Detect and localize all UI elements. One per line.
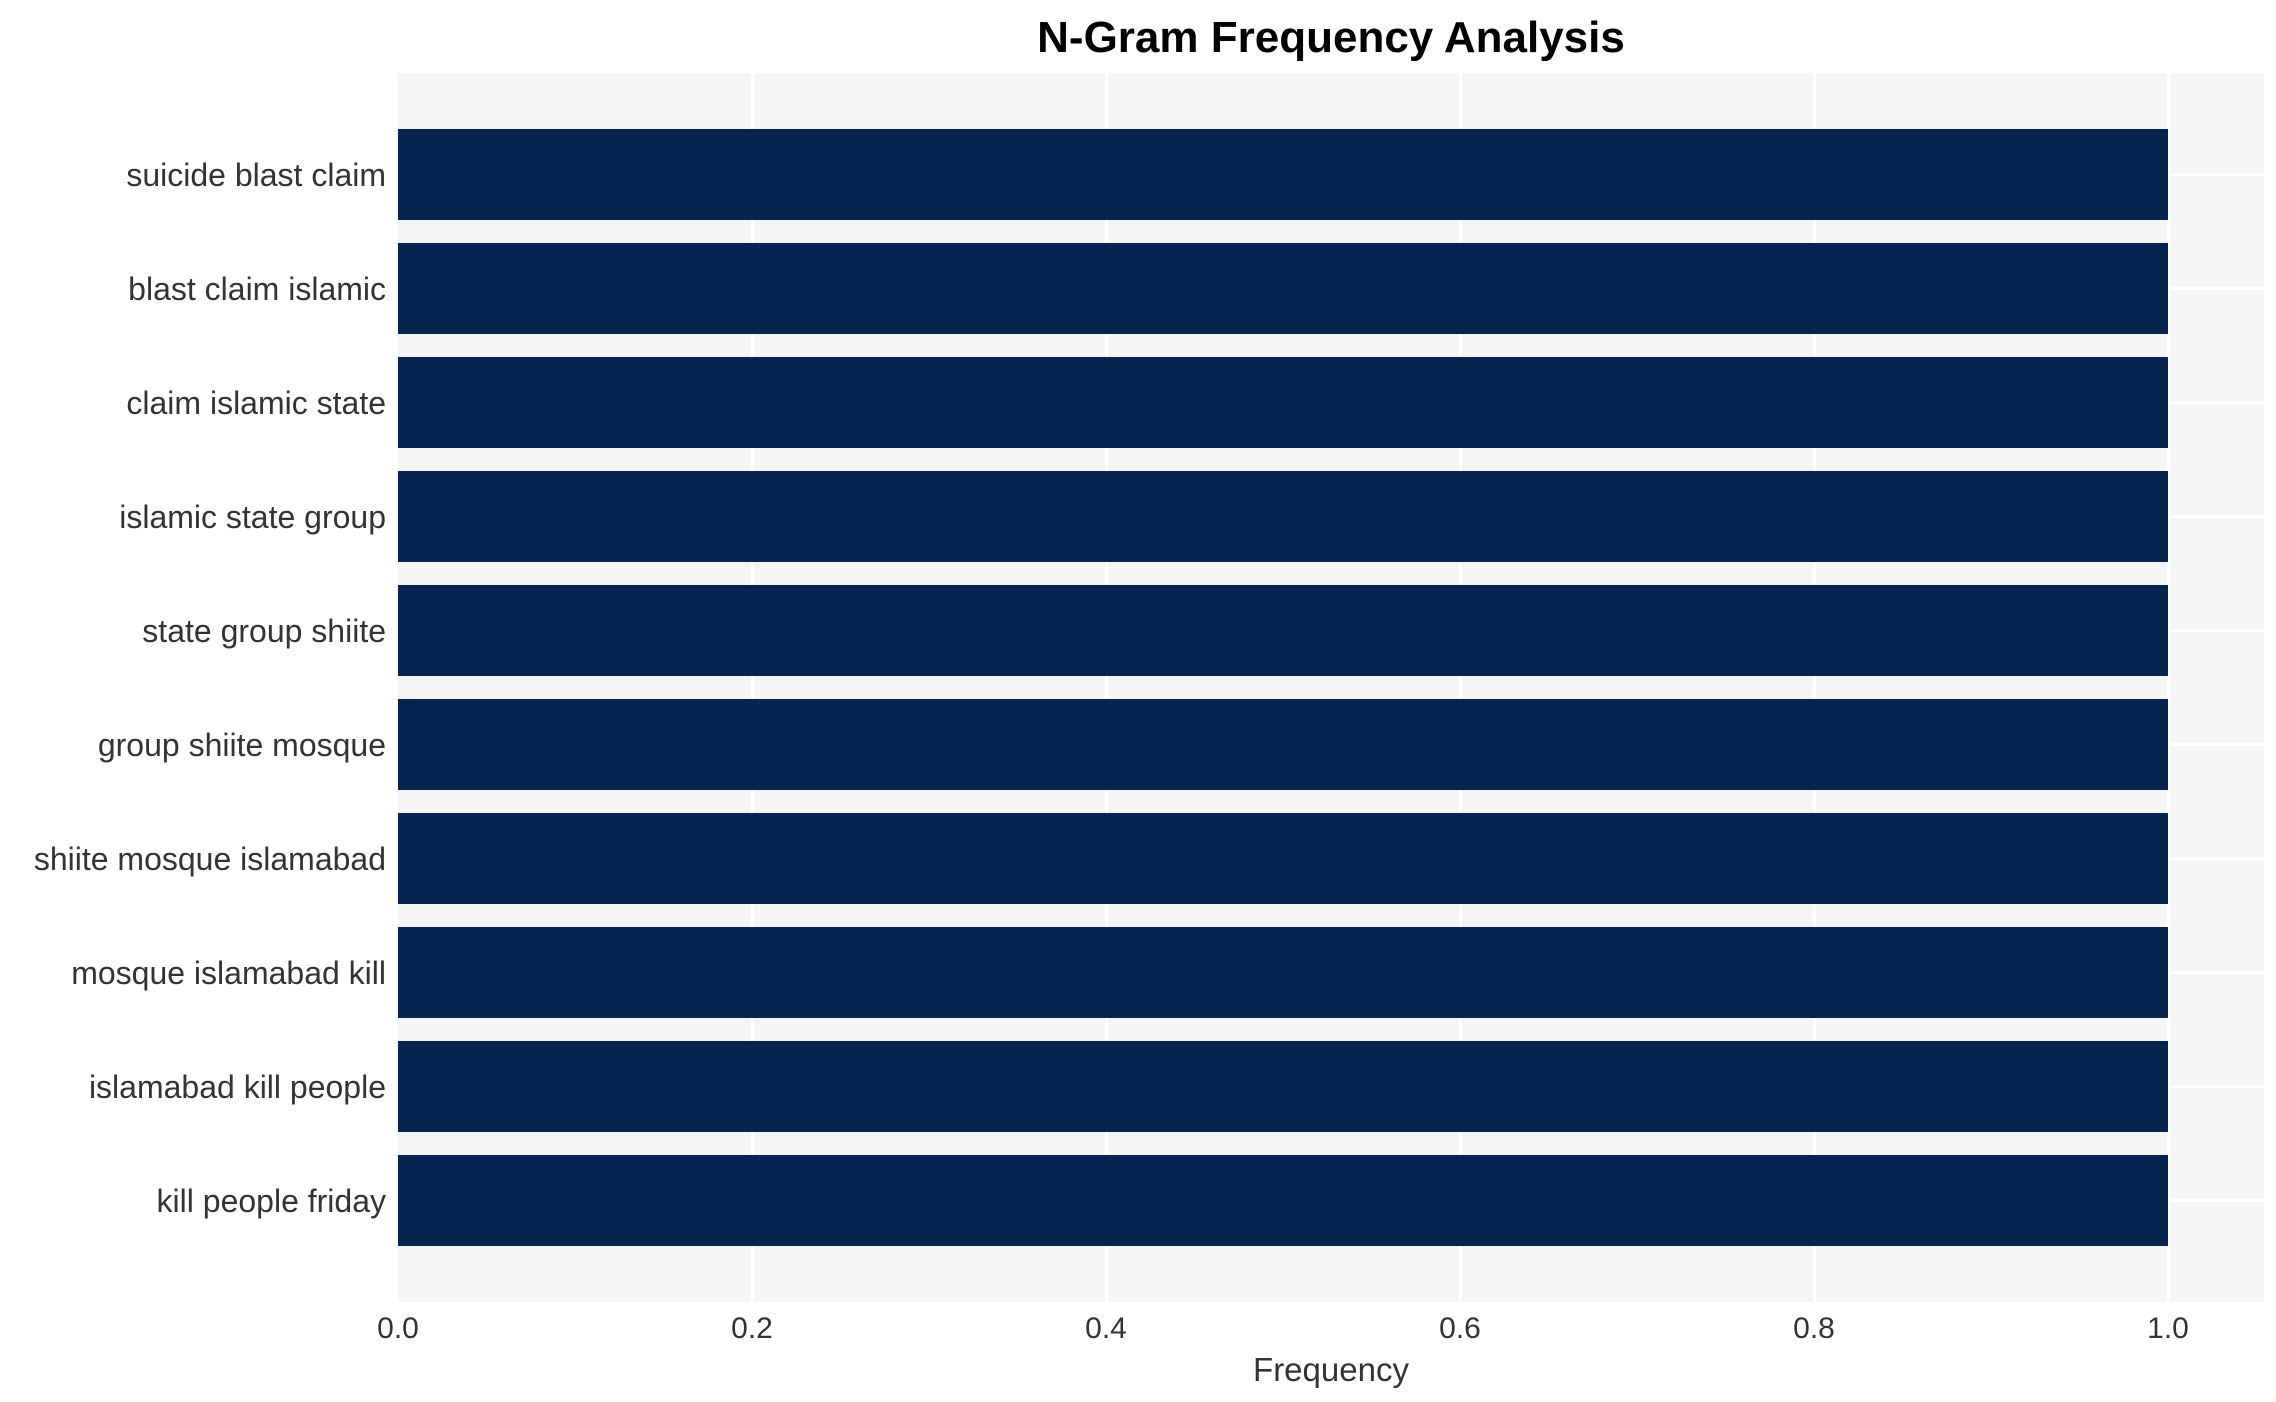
y-category-label: kill people friday <box>156 1182 386 1219</box>
bar-mosque-islamabad-kill <box>398 927 2168 1018</box>
bar-islamic-state-group <box>398 471 2168 562</box>
y-category-label: group shiite mosque <box>97 726 386 763</box>
y-category-label: islamabad kill people <box>88 1068 386 1105</box>
gridline-vertical <box>750 73 754 1302</box>
plot-area <box>398 73 2264 1302</box>
gridline-vertical <box>1812 73 1816 1302</box>
y-category-label: islamic state group <box>119 498 386 535</box>
x-tick-label: 0.2 <box>731 1312 773 1345</box>
x-tick-label: 0.6 <box>1439 1312 1481 1345</box>
x-tick-label: 1.0 <box>2147 1312 2189 1345</box>
chart-title: N-Gram Frequency Analysis <box>1037 13 1625 62</box>
bar-islamabad-kill-people <box>398 1041 2168 1132</box>
bar-shiite-mosque-islamabad <box>398 813 2168 904</box>
bar-blast-claim-islamic <box>398 243 2168 334</box>
bar-suicide-blast-claim <box>398 129 2168 220</box>
x-axis-label: Frequency <box>1253 1351 1409 1388</box>
x-tick-label: 0.8 <box>1793 1312 1835 1345</box>
gridline-vertical <box>2166 73 2170 1302</box>
gridline-vertical <box>1458 73 1462 1302</box>
x-tick-label: 0.4 <box>1085 1312 1127 1345</box>
bar-kill-people-friday <box>398 1155 2168 1246</box>
gridline-vertical <box>1104 73 1108 1302</box>
bar-claim-islamic-state <box>398 357 2168 448</box>
y-category-label: blast claim islamic <box>128 270 386 307</box>
y-category-label: suicide blast claim <box>126 156 386 193</box>
y-axis-labels: suicide blast claim blast claim islamic cl… <box>0 0 386 1402</box>
bar-state-group-shiite <box>398 585 2168 676</box>
y-category-label: state group shiite <box>142 612 386 649</box>
y-category-label: claim islamic state <box>126 384 386 421</box>
bar-group-shiite-mosque <box>398 699 2168 790</box>
y-category-label: shiite mosque islamabad <box>33 840 386 877</box>
y-category-label: mosque islamabad kill <box>71 954 386 991</box>
